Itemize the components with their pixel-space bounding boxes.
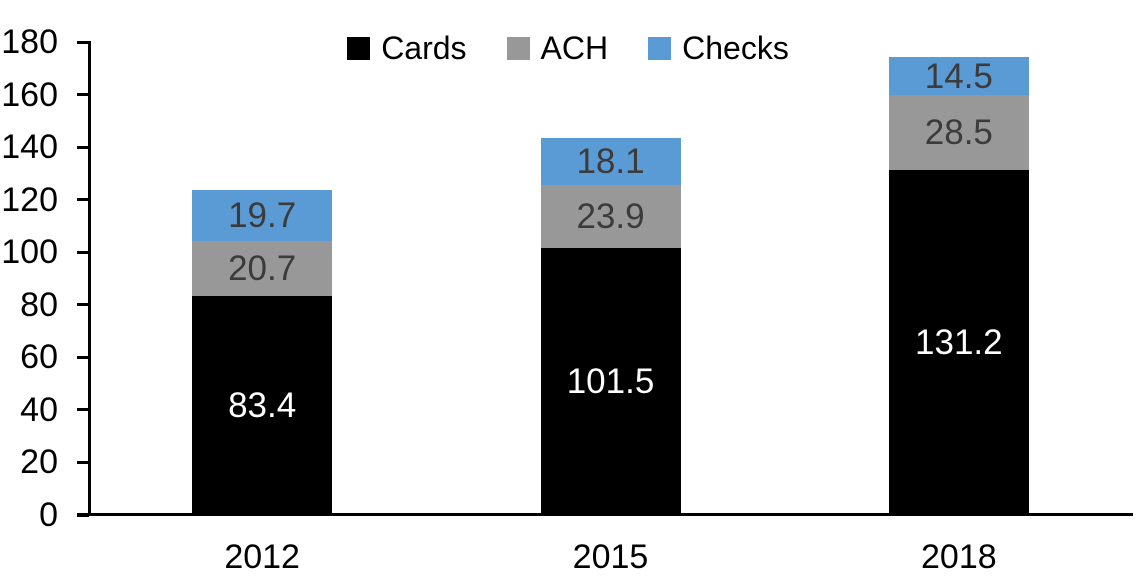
bar-segment-checks-2015: 18.1 [540,137,681,186]
x-axis-label-2018: 2018 [921,538,997,576]
legend-swatch-checks [648,36,672,60]
y-axis-tick-20 [77,460,89,464]
bar-segment-ach-2012: 20.7 [192,241,333,296]
bar-value-label-cards-2015: 101.5 [566,362,655,402]
y-axis-tick-0 [77,513,89,517]
y-axis-tick-180 [77,40,89,44]
bar-segment-cards-2018: 131.2 [888,170,1029,515]
bar-value-label-ach-2018: 28.5 [924,113,993,153]
y-axis-tick-label-180: 180 [1,23,58,61]
legend-item-ach: ACH [506,30,609,66]
legend-item-checks: Checks [648,32,789,64]
y-axis-tick-160 [77,93,89,97]
x-axis-label-2015: 2015 [572,538,649,576]
legend-item-cards: Cards [347,30,467,66]
bar-value-label-cards-2012: 83.4 [228,385,297,425]
bar-segment-cards-2015: 101.5 [540,248,681,515]
chart-legend: Cards ACH Checks [0,30,1136,66]
y-axis-tick-label-120: 120 [1,180,58,219]
legend-label: ACH [540,30,609,66]
legend-label: Cards [381,30,467,66]
bar-value-label-checks-2018: 14.5 [924,56,993,96]
y-axis-tick-label-20: 20 [20,443,58,482]
bar-segment-ach-2018: 28.5 [888,95,1029,171]
legend-label: Checks [682,30,789,66]
y-axis-line [88,41,91,516]
y-axis-tick-120 [77,198,89,202]
bar-segment-ach-2015: 23.9 [540,185,681,249]
x-axis-label-2012: 2012 [224,538,300,576]
bar-value-label-cards-2018: 131.2 [915,323,1003,363]
bar-segment-checks-2018: 14.5 [888,56,1029,96]
bar-value-label-ach-2012: 20.7 [228,249,297,289]
y-axis-tick-80 [77,303,89,307]
bar-segment-checks-2012: 19.7 [192,189,333,242]
bar-value-label-ach-2015: 23.9 [576,197,645,237]
y-axis-tick-60 [77,355,89,359]
bar-value-label-checks-2015: 18.1 [576,142,645,182]
y-axis-tick-100 [77,250,89,254]
y-axis-tick-label-160: 160 [1,75,58,114]
y-axis-tick-label-100: 100 [1,233,58,272]
bar-segment-cards-2012: 83.4 [192,295,333,515]
legend-swatch-ach [506,36,530,60]
y-axis-tick-140 [77,145,89,149]
y-axis-tick-40 [77,408,89,412]
bar-value-label-checks-2012: 19.7 [228,196,297,236]
y-axis-tick-label-60: 60 [20,338,58,377]
y-axis-tick-label-0: 0 [39,496,58,534]
y-axis-tick-label-140: 140 [1,128,58,167]
y-axis-tick-label-80: 80 [20,285,58,324]
y-axis-tick-label-40: 40 [20,390,58,429]
legend-swatch-cards [347,36,371,60]
